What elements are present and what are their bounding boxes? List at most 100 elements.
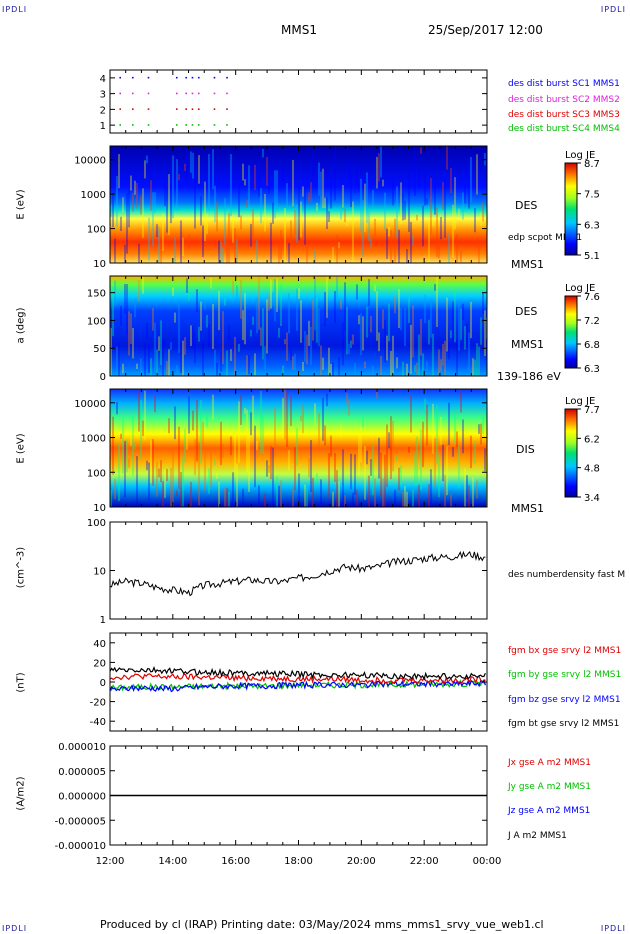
des-energy-stripe [428, 220, 430, 263]
bfield-line-2 [109, 678, 486, 693]
burst-point [131, 76, 134, 79]
des-energy-stripe [360, 178, 362, 232]
des-pitch-stripe [242, 310, 244, 341]
des-energy-stripe [232, 214, 234, 243]
dis-energy-stripe [228, 491, 230, 507]
des-pitch-stripe [220, 351, 222, 372]
burst-point [147, 76, 150, 79]
des-energy-stripe [202, 225, 204, 258]
des-energy-stripe [176, 159, 178, 211]
des-energy-stripe [394, 218, 396, 263]
dis-energy-stripe [302, 404, 304, 434]
des-energy-stripe [362, 200, 364, 258]
dis-energy-stripe [174, 406, 176, 440]
des-pitch-stripe [130, 313, 132, 344]
dis-energy-stripe [278, 485, 280, 507]
burst-point [147, 92, 150, 95]
des-pitch-stripe [256, 297, 258, 334]
dis-energy-stripe [452, 446, 454, 457]
des-pitch-stripe [362, 316, 364, 351]
des-pitch-stripe [382, 309, 384, 329]
des-pitch-stripe [128, 311, 130, 356]
dis-energy-stripe [186, 429, 188, 450]
dis-energy-stripe [372, 445, 374, 496]
dis-energy-stripe [258, 485, 260, 507]
des-pitch-stripe [164, 340, 166, 346]
dis-energy-stripe [426, 404, 428, 446]
legend-jy: Jy gse A m2 MMS1 [508, 782, 591, 792]
dis-energy-stripe [374, 478, 376, 507]
dis-energy-stripe [462, 419, 464, 454]
dis-energy-stripe [440, 416, 442, 445]
des-pitch-stripe [150, 358, 152, 376]
des-pitch-stripe [294, 353, 296, 371]
des-energy-stripe [180, 220, 182, 263]
des-pitch-stripe [350, 340, 352, 348]
des-energy-stripe [478, 246, 480, 263]
dis-energy-stripe [236, 463, 238, 507]
des-pitch-stripe [440, 359, 442, 372]
des-energy-stripe [170, 183, 172, 224]
des-pitch-stripe [384, 320, 386, 363]
des-pitch-stripe [282, 365, 284, 376]
dis-energy-stripe [360, 427, 362, 463]
dis-energy-stripe [346, 393, 348, 404]
des-pitch-stripe [346, 306, 348, 355]
dis-energy-stripe [454, 411, 456, 444]
footer-credit: Produced by cl (IRAP) Printing date: 03/… [100, 918, 544, 931]
des-energy-stripe [298, 187, 300, 241]
des-energy-stripe [186, 148, 188, 185]
burst-point [131, 92, 134, 95]
des-energy-stripe [154, 192, 156, 213]
dis-energy-instrument: DIS [516, 443, 535, 456]
des-pitch-stripe [138, 279, 140, 302]
burst-ytick-label: 3 [100, 90, 106, 101]
des-energy-stripe [340, 210, 342, 220]
dis-energy-stripe [418, 484, 420, 507]
dis-energy-stripe [376, 390, 378, 399]
des-energy-stripe [342, 185, 344, 208]
des-pitch-stripe [262, 308, 264, 360]
des-energy-stripe [370, 237, 372, 249]
des-pitch-stripe [278, 327, 280, 338]
des-energy-stripe [426, 198, 428, 205]
des-pitch-stripe [260, 327, 262, 346]
legend-jx: Jx gse A m2 MMS1 [508, 758, 591, 768]
des-energy-stripe [158, 226, 160, 263]
des-pitch-stripe [454, 292, 456, 343]
dis-energy-stripe [300, 415, 302, 421]
des-energy-stripe [124, 244, 126, 263]
density-ytick-label: 10 [93, 567, 106, 578]
des-energy-scpot-label: edp scpot MMS1 [508, 233, 583, 243]
des-pitch-stripe [204, 303, 206, 311]
des-energy-stripe [156, 224, 158, 237]
des-energy-stripe [276, 170, 278, 212]
des-energy-stripe [198, 155, 200, 184]
dis-energy-stripe [188, 396, 190, 434]
des-energy-stripe [216, 201, 218, 232]
des-pitch-stripe [196, 289, 198, 312]
des-energy-stripe [442, 181, 444, 210]
dis-energy-stripe [274, 407, 276, 457]
des-pitch-stripe [298, 288, 300, 299]
burst-point [226, 124, 228, 126]
dis-energy-stripe [354, 454, 356, 496]
dis-energy-stripe [464, 468, 466, 507]
des-pitch-stripe [194, 331, 196, 364]
dis-energy-stripe [202, 421, 204, 452]
dis-energy-stripe [450, 494, 452, 507]
colorbar-tick-label: 8.7 [584, 159, 600, 170]
des-energy-stripe [196, 163, 198, 169]
des-energy-stripe [272, 202, 274, 224]
dis-energy-stripe [414, 452, 416, 487]
dis-energy-stripe [214, 459, 216, 465]
dis-energy-stripe [118, 443, 120, 501]
dis-energy-stripe [286, 391, 288, 447]
des-energy-stripe [130, 175, 132, 191]
des-energy-background [110, 146, 487, 263]
dis-energy-stripe [238, 401, 240, 463]
dis-energy-stripe [154, 396, 156, 413]
des-energy-stripe [240, 215, 242, 230]
dis-energy-ytick-label: 10 [93, 503, 106, 514]
colorbar-tick-label: 7.6 [584, 292, 600, 303]
